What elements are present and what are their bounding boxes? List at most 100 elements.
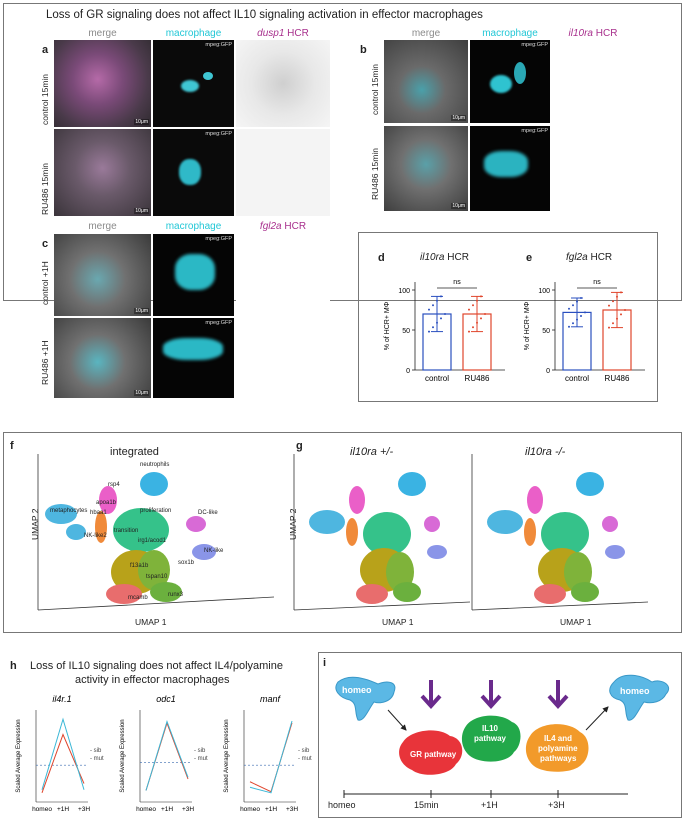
panel-g-label: g (296, 440, 303, 452)
umap-cluster-nk-like: NK-like (204, 548, 224, 554)
panel-a-header-macrophage: macrophage (165, 28, 222, 39)
y-tick-label: 100 (538, 288, 550, 295)
x-tick-label: homeo (136, 806, 156, 813)
x-tick-label: +3H (78, 806, 90, 813)
data-point (572, 304, 574, 307)
series-line-mut (41, 717, 85, 790)
data-point (436, 321, 438, 324)
series-line-sib (41, 733, 85, 793)
panel-c-row1-label: control +1H (40, 261, 50, 305)
panel-a-hcr: HCR (287, 28, 309, 39)
umap-cluster-metaphocytes: metaphocytes (50, 508, 88, 514)
umap-g-title2: il10ra -/- (525, 446, 566, 458)
il4-label-1: IL4 and (544, 734, 573, 743)
panel-de-frame (358, 232, 658, 402)
umap-f-title: integrated (110, 446, 159, 458)
chart-h3: manf Scaled Average Expression homeo +1H +3H… (224, 694, 312, 813)
data-point (616, 317, 618, 320)
data-point (428, 308, 430, 311)
panel-i-frame (318, 652, 682, 818)
umap-cluster-irg1: irg1/acod1 (138, 538, 167, 544)
timeline-label-15min: 15min (414, 800, 439, 810)
umap-cluster-hbaa1: hbaa1 (90, 510, 107, 516)
legend-mut: - mut (90, 756, 104, 762)
panel-c-gene: fgl2a (259, 221, 282, 232)
x-tick-label: RU486 (465, 374, 490, 383)
panel-b-gene: il10ra (568, 28, 593, 39)
data-point (584, 311, 586, 314)
umap-cluster-runx3: runx3 (168, 592, 184, 598)
data-point (580, 297, 582, 299)
panel-b-macrophage-control-image: mpeg:GFP (470, 40, 550, 123)
umap-cluster-proliferation: proliferation (140, 508, 172, 514)
data-point (580, 315, 582, 317)
gr-pathway-shape (399, 730, 463, 775)
panel-a-macrophage-ru486-image: mpeg:GFP (153, 129, 234, 216)
y-axis-label: % of HCR+ MΦ (524, 301, 531, 350)
data-point (484, 313, 486, 315)
umap-cluster-dc-like: DC-like (198, 510, 218, 516)
panel-c-macrophage-control-image: mpeg:GFP (153, 234, 234, 316)
panel-b-row2-label: RU486 15min (370, 148, 380, 200)
y-tick-label: 50 (542, 328, 550, 335)
umap-cluster-apoa1b: apoa1b (96, 500, 117, 506)
ns-annotation: ns (593, 279, 601, 286)
data-point (616, 295, 618, 298)
panel-c-merge-control-image: 10μm (54, 234, 151, 316)
data-point (432, 326, 434, 329)
x-tick-label: +1H (161, 806, 173, 813)
panel-b-header-macrophage: macrophage (482, 28, 538, 39)
x-tick-label: +3H (286, 806, 298, 813)
umap-cluster-sox1b: sox1b (178, 560, 195, 566)
x-tick-label: homeo (240, 806, 260, 813)
x-tick-label: +1H (57, 806, 69, 813)
panel-a-gene: dusp1 (257, 28, 285, 39)
homeo-left-label: homeo (342, 685, 372, 695)
y-tick-label: 100 (398, 288, 410, 295)
data-point (476, 321, 478, 324)
panel-a-header-merge: merge (88, 28, 117, 39)
panel-a-row2-label: RU486 15min (40, 163, 50, 215)
umap-f-plot (37, 454, 275, 611)
y-tick-label: 0 (406, 368, 410, 375)
panel-a-label: a (42, 44, 49, 56)
umap-g-xlabel2: UMAP 1 (560, 617, 592, 627)
ns-annotation: ns (453, 279, 461, 286)
data-point (620, 313, 622, 316)
data-point (568, 307, 570, 310)
panel-h-title-line1: Loss of IL10 signaling does not affect I… (30, 660, 283, 672)
legend-sib: - sib (298, 748, 310, 754)
panel-c-hcr-ru486-image (236, 318, 330, 398)
panel-b-hcr-control-image (552, 40, 634, 123)
y-axis-label: Scaled Average Expression (224, 719, 230, 792)
il4-label-3: pathways (540, 754, 577, 763)
umap-g-xlabel1: UMAP 1 (382, 617, 414, 627)
y-axis-label: Scaled Average Expression (120, 719, 126, 792)
chart-h1: il4r.1 Scaled Average Expression homeo +1H +… (16, 694, 104, 813)
umap-cluster-transition: transition (114, 528, 139, 534)
x-tick-label: +3H (182, 806, 194, 813)
x-tick-label: RU486 (605, 374, 630, 383)
legend-sib: - sib (194, 748, 206, 754)
panel-b-header-merge: merge (411, 28, 441, 39)
il10-label-1: IL10 (482, 724, 499, 733)
panel-a-hcr-ru486-image (236, 129, 330, 216)
panel-c-hcr-control-image (236, 234, 330, 316)
panel-c-header-macrophage: macrophage (165, 221, 222, 232)
homeo-cell-left-shape (335, 676, 396, 721)
series-line-mut (145, 719, 189, 791)
homeo-right-label: homeo (620, 686, 650, 696)
line-chart-title: il4r.1 (52, 694, 71, 704)
top-figure-title: Loss of GR signaling does not affect IL1… (46, 9, 483, 21)
umap-g-plot-het (293, 454, 471, 611)
panel-c-row2-label: RU486 +1H (40, 340, 50, 385)
panel-d-label: d (378, 252, 385, 264)
x-tick-label: homeo (32, 806, 52, 813)
panel-e-label: e (526, 252, 533, 264)
y-tick-label: 50 (402, 328, 410, 335)
data-point (608, 326, 610, 329)
data-point (576, 300, 578, 303)
y-axis-label: % of HCR+ MΦ (384, 301, 391, 350)
data-point (576, 318, 578, 321)
data-point (436, 299, 438, 302)
